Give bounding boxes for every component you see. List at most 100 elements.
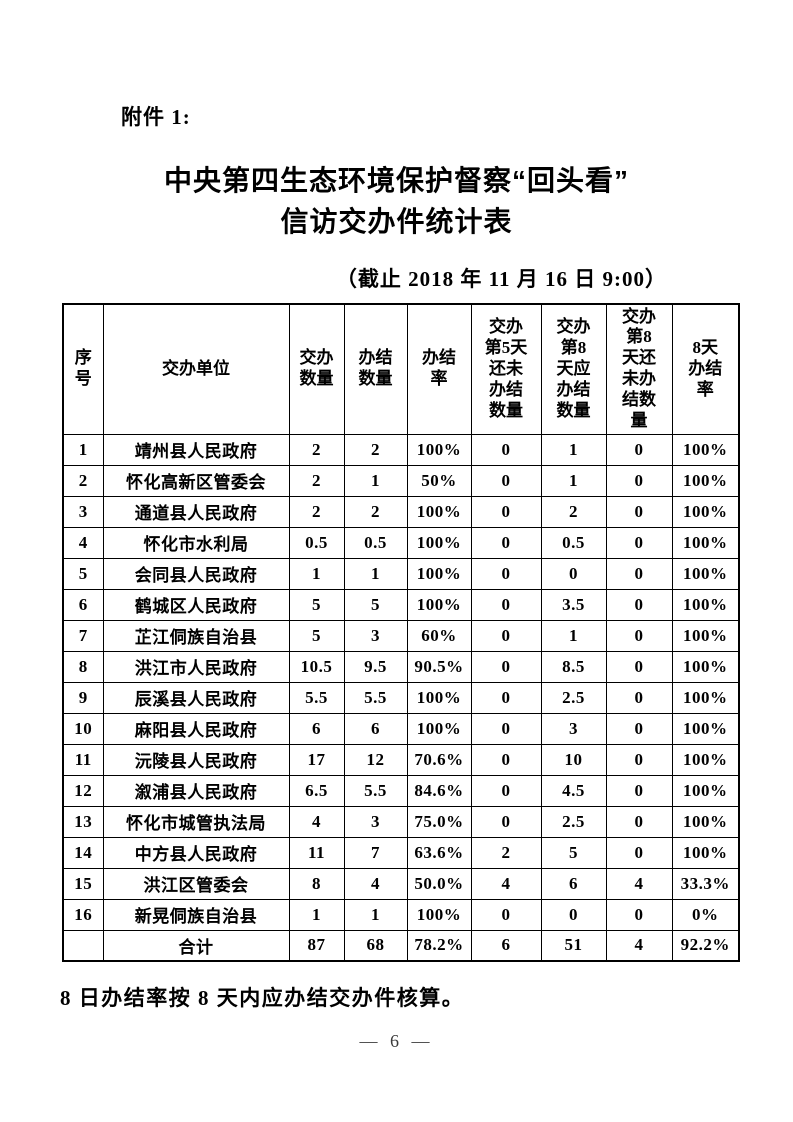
table-cell: 芷江侗族自治县 xyxy=(102,619,290,652)
table-cell: 4 xyxy=(470,867,542,900)
attachment-label: 附件 1: xyxy=(121,105,191,129)
table-cell: 8.5 xyxy=(540,650,607,683)
table-cell: 2 xyxy=(540,495,607,528)
table-cell: 75.0% xyxy=(406,805,472,838)
table-cell: 16 xyxy=(62,898,104,931)
table-cell: 0.5 xyxy=(343,526,408,559)
table-cell: 0 xyxy=(605,495,673,528)
table-cell: 0 xyxy=(540,898,607,931)
total-row: 合计 87 68 78.2% 6 51 4 92.2% xyxy=(62,929,740,962)
table-cell: 3 xyxy=(343,805,408,838)
table-cell: 通道县人民政府 xyxy=(102,495,290,528)
table-cell: 0 xyxy=(470,650,542,683)
table-cell: 50.0% xyxy=(406,867,472,900)
table-cell: 1 xyxy=(288,557,345,590)
table-cell: 0 xyxy=(605,712,673,745)
table-cell: 0 xyxy=(470,495,542,528)
table-cell: 0 xyxy=(605,464,673,497)
table-cell: 2.5 xyxy=(540,805,607,838)
table-cell: 100% xyxy=(671,433,740,466)
table-row: 7 芷江侗族自治县 5 3 60% 0 1 0 100% xyxy=(62,619,740,652)
table-body: 1 靖州县人民政府 2 2 100% 0 1 0 100% 2 怀化高新区管委会 2 1 50% 0 1 0 10… xyxy=(62,433,740,962)
table-row: 3 通道县人民政府 2 2 100% 0 2 0 100% xyxy=(62,495,740,528)
table-cell: 2.5 xyxy=(540,681,607,714)
table-cell: 0 xyxy=(605,433,673,466)
table-cell: 怀化高新区管委会 xyxy=(102,464,290,497)
table-cell: 4 xyxy=(605,867,673,900)
table-cell: 14 xyxy=(62,836,104,869)
table-cell: 0 xyxy=(605,681,673,714)
table-cell: 0% xyxy=(671,898,740,931)
table-cell: 1 xyxy=(343,898,408,931)
footnote: 8 日办结率按 8 天内应办结交办件核算。 xyxy=(60,986,465,1010)
table-cell: 0 xyxy=(470,898,542,931)
table-cell: 0 xyxy=(605,898,673,931)
table-cell: 100% xyxy=(406,712,472,745)
table-cell: 1 xyxy=(540,464,607,497)
table-cell: 麻阳县人民政府 xyxy=(102,712,290,745)
table-cell: 9.5 xyxy=(343,650,408,683)
table-row: 16 新晃侗族自治县 1 1 100% 0 0 0 0% xyxy=(62,898,740,931)
table-cell: 0 xyxy=(605,557,673,590)
table-cell: 6 xyxy=(343,712,408,745)
table-cell: 100% xyxy=(406,557,472,590)
table-cell: 合计 xyxy=(102,929,290,962)
col-header-8day-completion-rate: 8天 办结 率 xyxy=(671,303,740,435)
table-cell: 洪江市人民政府 xyxy=(102,650,290,683)
table-cell: 10.5 xyxy=(288,650,345,683)
table-cell: 51 xyxy=(540,929,607,962)
table-cell: 0 xyxy=(605,526,673,559)
table-cell: 5 xyxy=(62,557,104,590)
table-cell: 100% xyxy=(671,619,740,652)
table-cell: 4 xyxy=(62,526,104,559)
table-cell: 8 xyxy=(62,650,104,683)
table-cell: 13 xyxy=(62,805,104,838)
table-cell: 15 xyxy=(62,867,104,900)
table-cell: 3 xyxy=(62,495,104,528)
table-row: 9 辰溪县人民政府 5.5 5.5 100% 0 2.5 0 100% xyxy=(62,681,740,714)
table-cell: 12 xyxy=(343,743,408,776)
table-row: 13 怀化市城管执法局 4 3 75.0% 0 2.5 0 100% xyxy=(62,805,740,838)
table-cell: 63.6% xyxy=(406,836,472,869)
table-header-row: 序 号 交办单位 交办 数量 办结 数量 办结 率 交办 第5天 还未 办结 数… xyxy=(62,303,740,435)
table-row: 10 麻阳县人民政府 6 6 100% 0 3 0 100% xyxy=(62,712,740,745)
table-cell: 0.5 xyxy=(540,526,607,559)
table-cell: 11 xyxy=(288,836,345,869)
table-cell: 78.2% xyxy=(406,929,472,962)
col-header-day5-pending-count: 交办 第5天 还未 办结 数量 xyxy=(470,303,542,435)
table-cell: 0 xyxy=(605,836,673,869)
table-cell: 11 xyxy=(62,743,104,776)
table-cell: 2 xyxy=(288,464,345,497)
table-cell: 100% xyxy=(671,712,740,745)
table-cell: 9 xyxy=(62,681,104,714)
table-cell: 0 xyxy=(470,681,542,714)
table-cell: 100% xyxy=(671,557,740,590)
table-cell: 1 xyxy=(343,464,408,497)
table-cell: 3 xyxy=(540,712,607,745)
table-cell: 4 xyxy=(605,929,673,962)
table-cell: 0 xyxy=(470,557,542,590)
table-cell: 中方县人民政府 xyxy=(102,836,290,869)
table-cell: 2 xyxy=(288,433,345,466)
col-header-completion-rate: 办结 率 xyxy=(406,303,472,435)
table-cell: 0 xyxy=(605,774,673,807)
table-cell: 0 xyxy=(470,743,542,776)
table-cell: 0 xyxy=(605,619,673,652)
table-cell: 100% xyxy=(671,588,740,621)
cutoff-date-note: （截止 2018 年 11 月 16 日 9:00） xyxy=(335,267,667,291)
table-cell: 100% xyxy=(406,433,472,466)
table-cell: 10 xyxy=(62,712,104,745)
document-title-line2: 信访交办件统计表 xyxy=(280,206,513,237)
table-row: 8 洪江市人民政府 10.5 9.5 90.5% 0 8.5 0 100% xyxy=(62,650,740,683)
table-row: 6 鹤城区人民政府 5 5 100% 0 3.5 0 100% xyxy=(62,588,740,621)
table-cell: 0.5 xyxy=(288,526,345,559)
table-cell: 2 xyxy=(470,836,542,869)
table-cell: 1 xyxy=(540,433,607,466)
table-cell: 17 xyxy=(288,743,345,776)
table-cell: 100% xyxy=(406,495,472,528)
table-cell: 怀化市水利局 xyxy=(102,526,290,559)
table-cell: 10 xyxy=(540,743,607,776)
table-cell: 2 xyxy=(62,464,104,497)
table-cell: 70.6% xyxy=(406,743,472,776)
